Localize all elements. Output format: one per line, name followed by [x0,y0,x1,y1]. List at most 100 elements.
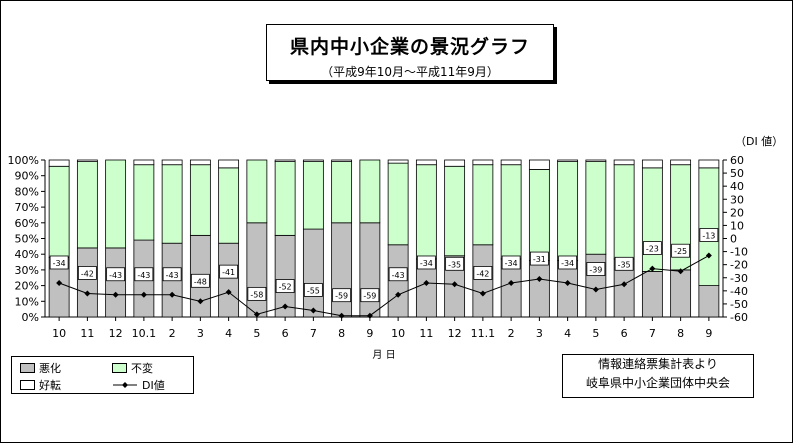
di-data-label: -31 [533,255,546,264]
bar-same [76,161,98,249]
bar-bad [76,247,98,318]
di-data-label: -55 [307,286,320,295]
di-data-label: -34 [53,259,66,268]
left-tick-label: 60% [15,217,39,230]
bar-good [387,159,409,164]
bar-good [274,159,296,162]
di-data-label: -35 [618,260,631,269]
left-tick-label: 70% [15,201,39,214]
di-point [169,291,176,298]
bar-same [641,167,663,272]
x-tick-label: 11 [419,327,433,340]
x-tick-label: 7 [310,327,317,340]
di-point [592,286,599,293]
x-tick-label: 4 [564,327,571,340]
bar-good [500,159,522,166]
bar-bad [698,285,720,318]
di-data-label: -42 [81,269,94,278]
di-label-box [671,243,691,258]
x-tick-label: 3 [197,327,204,340]
di-label-box [190,273,210,288]
bar-good [161,159,183,166]
di-data-label: -43 [392,271,405,280]
bar-good [302,159,324,162]
di-data-label: -39 [589,266,602,275]
di-point [395,291,402,298]
di-label-box [219,264,239,279]
di-data-label: -35 [448,260,461,269]
x-tick-label: 10 [391,327,405,340]
bar-same [698,167,720,287]
di-label-box [49,255,69,270]
bar-bad [359,222,381,318]
di-label-box [106,267,126,282]
chart-subtitle: （平成9年10月～平成11年9月） [321,65,499,79]
left-tick-label: 100% [8,154,39,167]
bar-good [557,159,579,162]
legend-swatch-same [112,363,127,373]
di-data-label: -43 [166,271,179,280]
di-label-box [134,267,154,282]
chart-title: 県内中小企業の景況グラフ [289,36,530,58]
di-label-box [586,262,606,276]
bar-good [189,159,211,166]
di-point [451,281,458,288]
legend-label-same: 不変 [131,362,153,375]
bar-good [218,159,240,169]
bar-good [415,159,437,166]
left-tick-label: 10% [15,295,39,308]
di-point [253,311,260,318]
di-label-box [529,251,549,266]
bar-good [331,159,353,162]
legend-line-icon [113,382,137,388]
source-box: 情報連絡票集計表より 岐阜県中小企業団体中央会 [562,354,754,398]
bar-bad [641,271,663,318]
bar-good [472,159,494,166]
left-tick-label: 20% [15,280,39,293]
bar-bad [331,222,353,318]
legend-label-di: DI値 [142,379,165,392]
di-label-box [642,241,662,255]
bar-same [415,164,437,260]
bar-same [387,162,409,246]
di-line [58,255,710,317]
di-point [282,303,289,310]
di-data-label: -43 [137,271,150,280]
bar-good [698,159,720,169]
di-point [705,252,712,259]
di-label-box [416,255,436,270]
x-tick-label: 11 [80,327,94,340]
x-tick-label: 9 [366,327,373,340]
left-tick-label: 40% [15,248,39,261]
di-point [479,290,486,297]
bar-same [246,159,268,224]
title-box: 県内中小企業の景況グラフ （平成9年10月～平成11年9月） [266,24,554,81]
x-tick-label: 10.1 [132,327,157,340]
bar-bad [302,228,324,318]
x-tick-label: 6 [282,327,289,340]
bar-same [48,165,70,258]
di-data-label: -48 [194,277,207,286]
di-point [112,291,119,298]
right-tick-label: 50 [730,167,744,180]
left-tick-label: 30% [15,264,39,277]
x-tick-label: 12 [109,327,123,340]
right-tick-label: 0 [730,233,737,246]
di-label-box [360,288,380,303]
di-data-label: -34 [505,259,518,268]
x-tick-label: 4 [225,327,232,340]
x-tick-label: 12 [448,327,462,340]
bar-same [585,161,607,255]
x-tick-label: 7 [649,327,656,340]
bar-bad [670,269,692,318]
legend-item-di: DI値 [112,377,165,393]
di-point [225,289,232,296]
bar-same [218,167,240,244]
di-point [140,291,147,298]
right-tick-label: 60 [730,154,744,167]
di-label-box [558,255,578,270]
di-point [508,279,515,286]
x-tick-label: 6 [621,327,628,340]
bar-good [670,159,692,166]
di-data-label: -59 [363,292,376,301]
